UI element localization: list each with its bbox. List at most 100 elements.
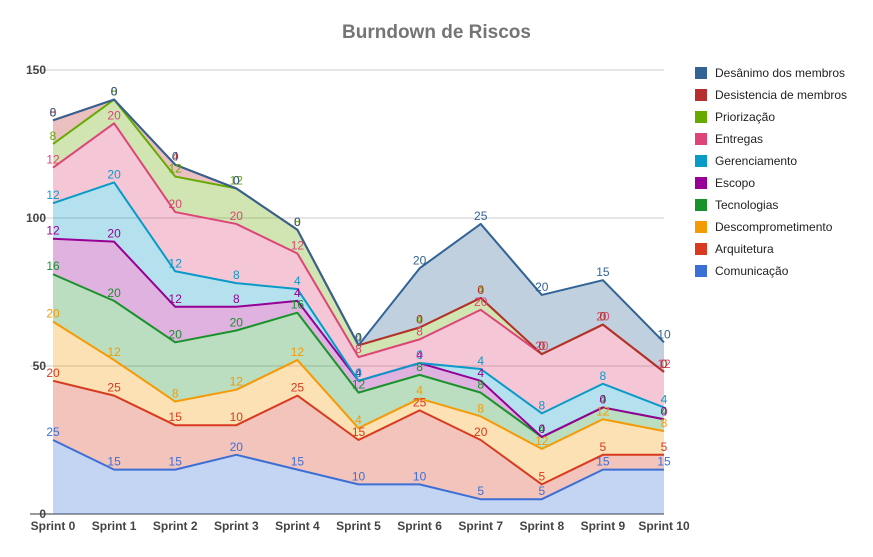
data-label: 8 [600,369,607,383]
legend: Desânimo dos membros Desistencia de membr… [695,62,870,282]
data-label: 20 [107,227,121,241]
data-label: 20 [474,425,488,439]
x-tick-label: Sprint 7 [458,519,503,533]
data-label: 4 [172,150,179,164]
data-label: 0 [538,422,545,436]
data-label: 8 [477,378,484,392]
data-label: 16 [291,298,305,312]
data-label: 12 [230,173,244,187]
legend-swatch [695,89,707,101]
data-label: 10 [657,327,671,341]
data-label: 8 [50,129,57,143]
data-label: 12 [107,345,121,359]
series-line-2 [52,320,665,450]
legend-swatch [695,265,707,277]
y-tick-label: 0 [39,507,46,521]
legend-label: Entregas [715,132,764,146]
series-line-9 [52,98,665,347]
data-label: 4 [416,313,423,327]
data-label: 8 [233,292,240,306]
x-tick-label: Sprint 4 [275,519,320,533]
data-label: 4 [355,366,362,380]
data-label: 16 [46,259,60,273]
data-label: 12 [169,162,183,176]
data-label: 12 [169,256,183,270]
data-label: 4 [477,283,484,297]
y-tick-label: 150 [26,63,46,77]
data-label: 4 [416,348,423,362]
data-label: 4 [294,286,301,300]
data-label: 0 [416,348,423,362]
data-label: 5 [538,469,545,483]
data-label: 8 [416,360,423,374]
data-label: 12 [657,357,671,371]
data-label: 0 [600,310,607,324]
data-label: 12 [291,345,305,359]
data-label: 4 [661,404,668,418]
data-label: 8 [477,401,484,415]
data-label: 4 [661,392,668,406]
legend-item: Desânimo dos membros [695,62,870,84]
data-label: 0 [355,366,362,380]
data-label: 20 [596,310,610,324]
series-line-0 [52,439,664,501]
data-label: 15 [596,265,610,279]
data-label: 12 [46,224,60,238]
x-tick-label: Sprint 10 [638,519,690,533]
legend-swatch [695,221,707,233]
data-label: 4 [600,392,607,406]
area-2 [53,321,664,485]
x-tick-label: Sprint 1 [92,519,137,533]
data-label: 20 [474,295,488,309]
legend-item: Priorização [695,106,870,128]
data-label: 15 [107,455,121,469]
data-label: 0 [233,173,240,187]
data-label: 0 [477,283,484,297]
data-label: 5 [538,484,545,498]
legend-label: Desistencia de membros [715,88,848,102]
legend-swatch [695,111,707,123]
area-5 [53,182,664,438]
legend-label: Gerenciamento [715,154,798,168]
legend-item: Arquitetura [695,238,870,260]
data-label: 20 [107,108,121,122]
data-label: 12 [169,292,183,306]
data-label: 0 [294,215,301,229]
data-label: 15 [169,410,183,424]
data-label: 25 [46,425,60,439]
data-label: 8 [172,387,179,401]
data-label: 0 [538,339,545,353]
data-label: 12 [230,375,244,389]
data-label: 15 [657,455,671,469]
data-label: 12 [46,188,60,202]
legend-item: Entregas [695,128,870,150]
data-label: 10 [413,469,427,483]
y-tick-label: 50 [33,359,47,373]
data-label: 8 [416,324,423,338]
data-label: 0 [111,85,118,99]
data-label: 4 [355,330,362,344]
legend-label: Comunicação [715,264,789,278]
data-label: 20 [46,366,60,380]
x-tick-label: Sprint 0 [31,519,76,533]
data-label: 0 [661,357,668,371]
data-label: 20 [230,315,244,329]
legend-label: Tecnologias [715,198,779,212]
legend-item: Escopo [695,172,870,194]
data-label: 12 [535,434,549,448]
legend-label: Descomprometimento [715,220,833,234]
series-line-1 [52,379,664,486]
x-tick-label: Sprint 3 [214,519,259,533]
data-label: 20 [169,327,183,341]
y-tick-label: 100 [26,211,46,225]
data-label: 0 [355,330,362,344]
legend-item: Tecnologias [695,194,870,216]
data-label: 12 [291,239,305,253]
data-label: 8 [538,398,545,412]
legend-swatch [695,199,707,211]
data-label: 0 [233,173,240,187]
data-label: 5 [600,440,607,454]
data-label: 10 [352,469,366,483]
legend-item: Comunicação [695,260,870,282]
